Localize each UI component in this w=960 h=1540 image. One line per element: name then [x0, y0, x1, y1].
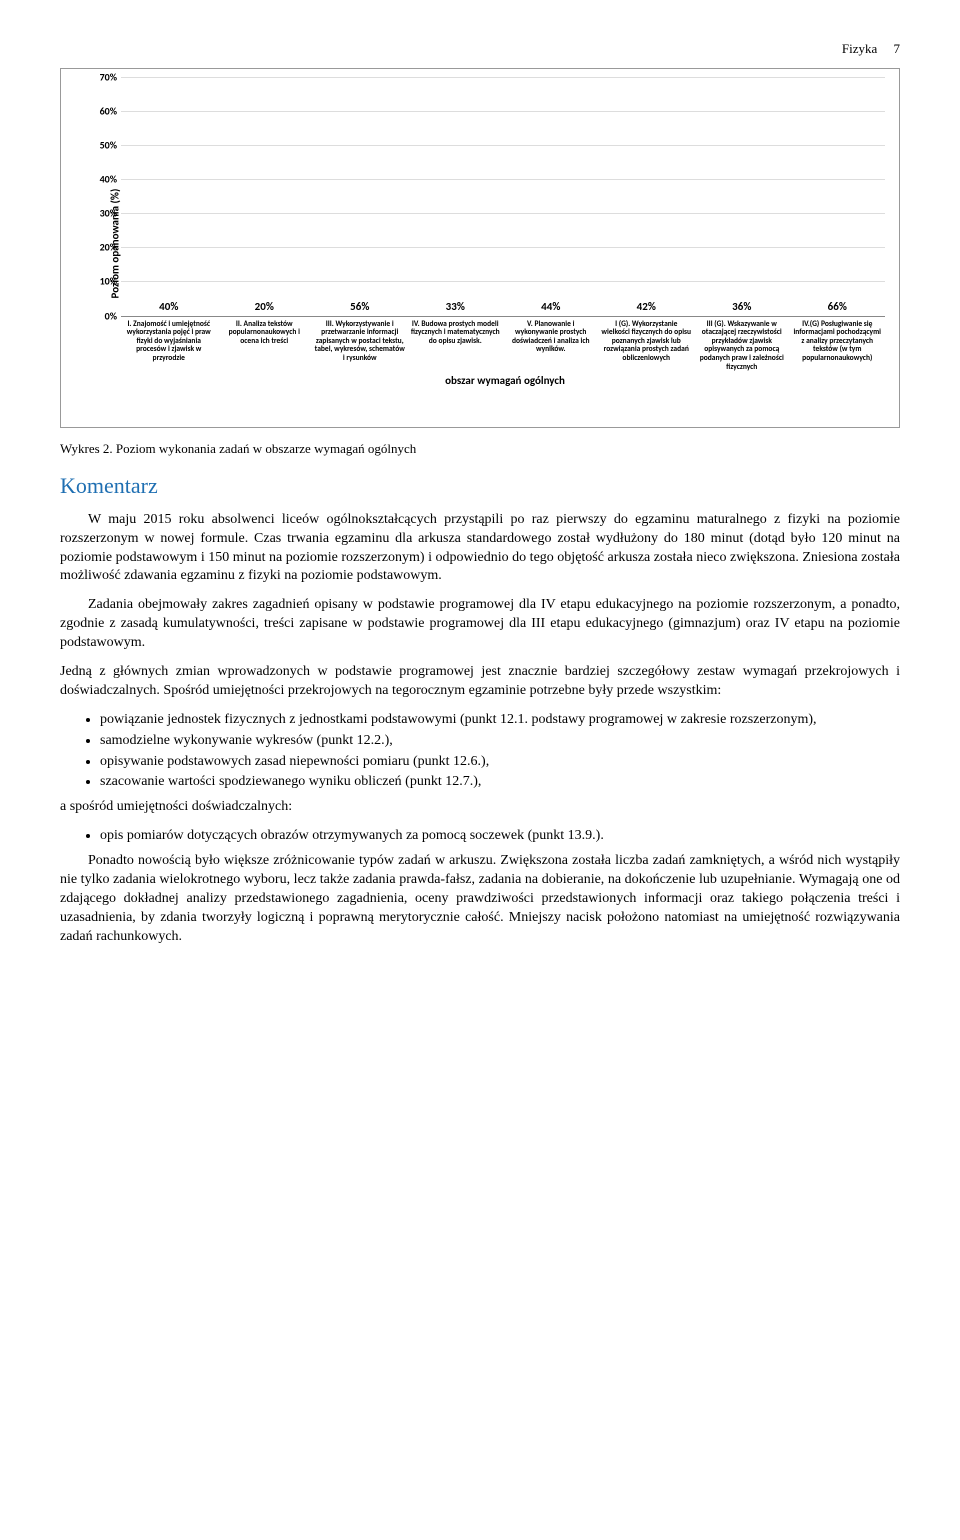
gridline	[121, 179, 885, 180]
bar-value-label: 33%	[446, 300, 465, 315]
bar-value-label: 20%	[255, 300, 274, 315]
list-item: opis pomiarów dotyczących obrazów otrzym…	[100, 827, 900, 846]
gridline	[121, 111, 885, 112]
gridline	[121, 247, 885, 248]
x-category-label: I. Znajomość i umiejętność wykorzystania…	[121, 321, 217, 373]
header-subject: Fizyka	[842, 41, 877, 56]
y-tick-label: 50%	[93, 138, 117, 152]
bar-value-label: 56%	[350, 300, 369, 315]
section-heading: Komentarz	[60, 471, 900, 501]
paragraph-1: W maju 2015 roku absolwenci liceów ogóln…	[60, 511, 900, 587]
gridline	[121, 145, 885, 146]
x-category-label: II. Analiza tekstów popularnonaukowych i…	[217, 321, 313, 373]
plot-area: 40%20%56%33%44%42%36%66% 0%10%20%30%40%5…	[121, 77, 885, 317]
y-tick-label: 20%	[93, 241, 117, 255]
paragraph-3: Jedną z głównych zmian wprowadzonych w p…	[60, 663, 900, 701]
page-header: Fizyka 7	[60, 40, 900, 58]
bar-value-label: 66%	[828, 300, 847, 315]
gridline	[121, 281, 885, 282]
list-item: szacowanie wartości spodziewanego wyniku…	[100, 773, 900, 792]
paragraph-2: Zadania obejmowały zakres zagadnień opis…	[60, 596, 900, 653]
y-tick-label: 10%	[93, 275, 117, 289]
x-category-label: V. Planowanie i wykonywanie prostych doś…	[503, 321, 599, 373]
y-tick-label: 0%	[93, 309, 117, 323]
gridline	[121, 213, 885, 214]
x-axis-title: obszar wymagań ogólnych	[121, 374, 889, 389]
paragraph-5: Ponadto nowością było większe zróżnicowa…	[60, 852, 900, 946]
y-tick-label: 60%	[93, 104, 117, 118]
y-tick-label: 70%	[93, 70, 117, 84]
bar-value-label: 40%	[159, 300, 178, 315]
list-item: powiązanie jednostek fizycznych z jednos…	[100, 711, 900, 730]
x-category-label: III (G). Wskazywanie w otaczającej rzecz…	[694, 321, 790, 373]
header-page-number: 7	[894, 41, 901, 56]
x-category-label: IV. Budowa prostych modeli fizycznych i …	[408, 321, 504, 373]
bullet-list-a: powiązanie jednostek fizycznych z jednos…	[100, 711, 900, 793]
bar-value-label: 36%	[732, 300, 751, 315]
bar-value-label: 42%	[637, 300, 656, 315]
list-item: samodzielne wykonywanie wykresów (punkt …	[100, 732, 900, 751]
bar-value-label: 44%	[541, 300, 560, 315]
x-axis-labels: I. Znajomość i umiejętność wykorzystania…	[121, 321, 885, 373]
bar-chart: Poziom opanowania (%) 40%20%56%33%44%42%…	[60, 68, 900, 428]
figure-caption: Wykres 2. Poziom wykonania zadań w obsza…	[60, 440, 900, 458]
x-category-label: IV.(G) Posługiwanie się informacjami poc…	[790, 321, 886, 373]
y-tick-label: 40%	[93, 172, 117, 186]
x-category-label: I (G). Wykorzystanie wielkości fizycznyc…	[599, 321, 695, 373]
x-category-label: III. Wykorzystywanie i przetwarzanie inf…	[312, 321, 408, 373]
gridline	[121, 77, 885, 78]
bullet-list-b: opis pomiarów dotyczących obrazów otrzym…	[100, 827, 900, 846]
y-tick-label: 30%	[93, 206, 117, 220]
list-item: opisywanie podstawowych zasad niepewnośc…	[100, 753, 900, 772]
bars-container: 40% 20% 56% 33% 44% 42% 36% 66%	[121, 77, 885, 316]
paragraph-4-intro: a spośród umiejętności doświadczalnych:	[60, 798, 900, 817]
